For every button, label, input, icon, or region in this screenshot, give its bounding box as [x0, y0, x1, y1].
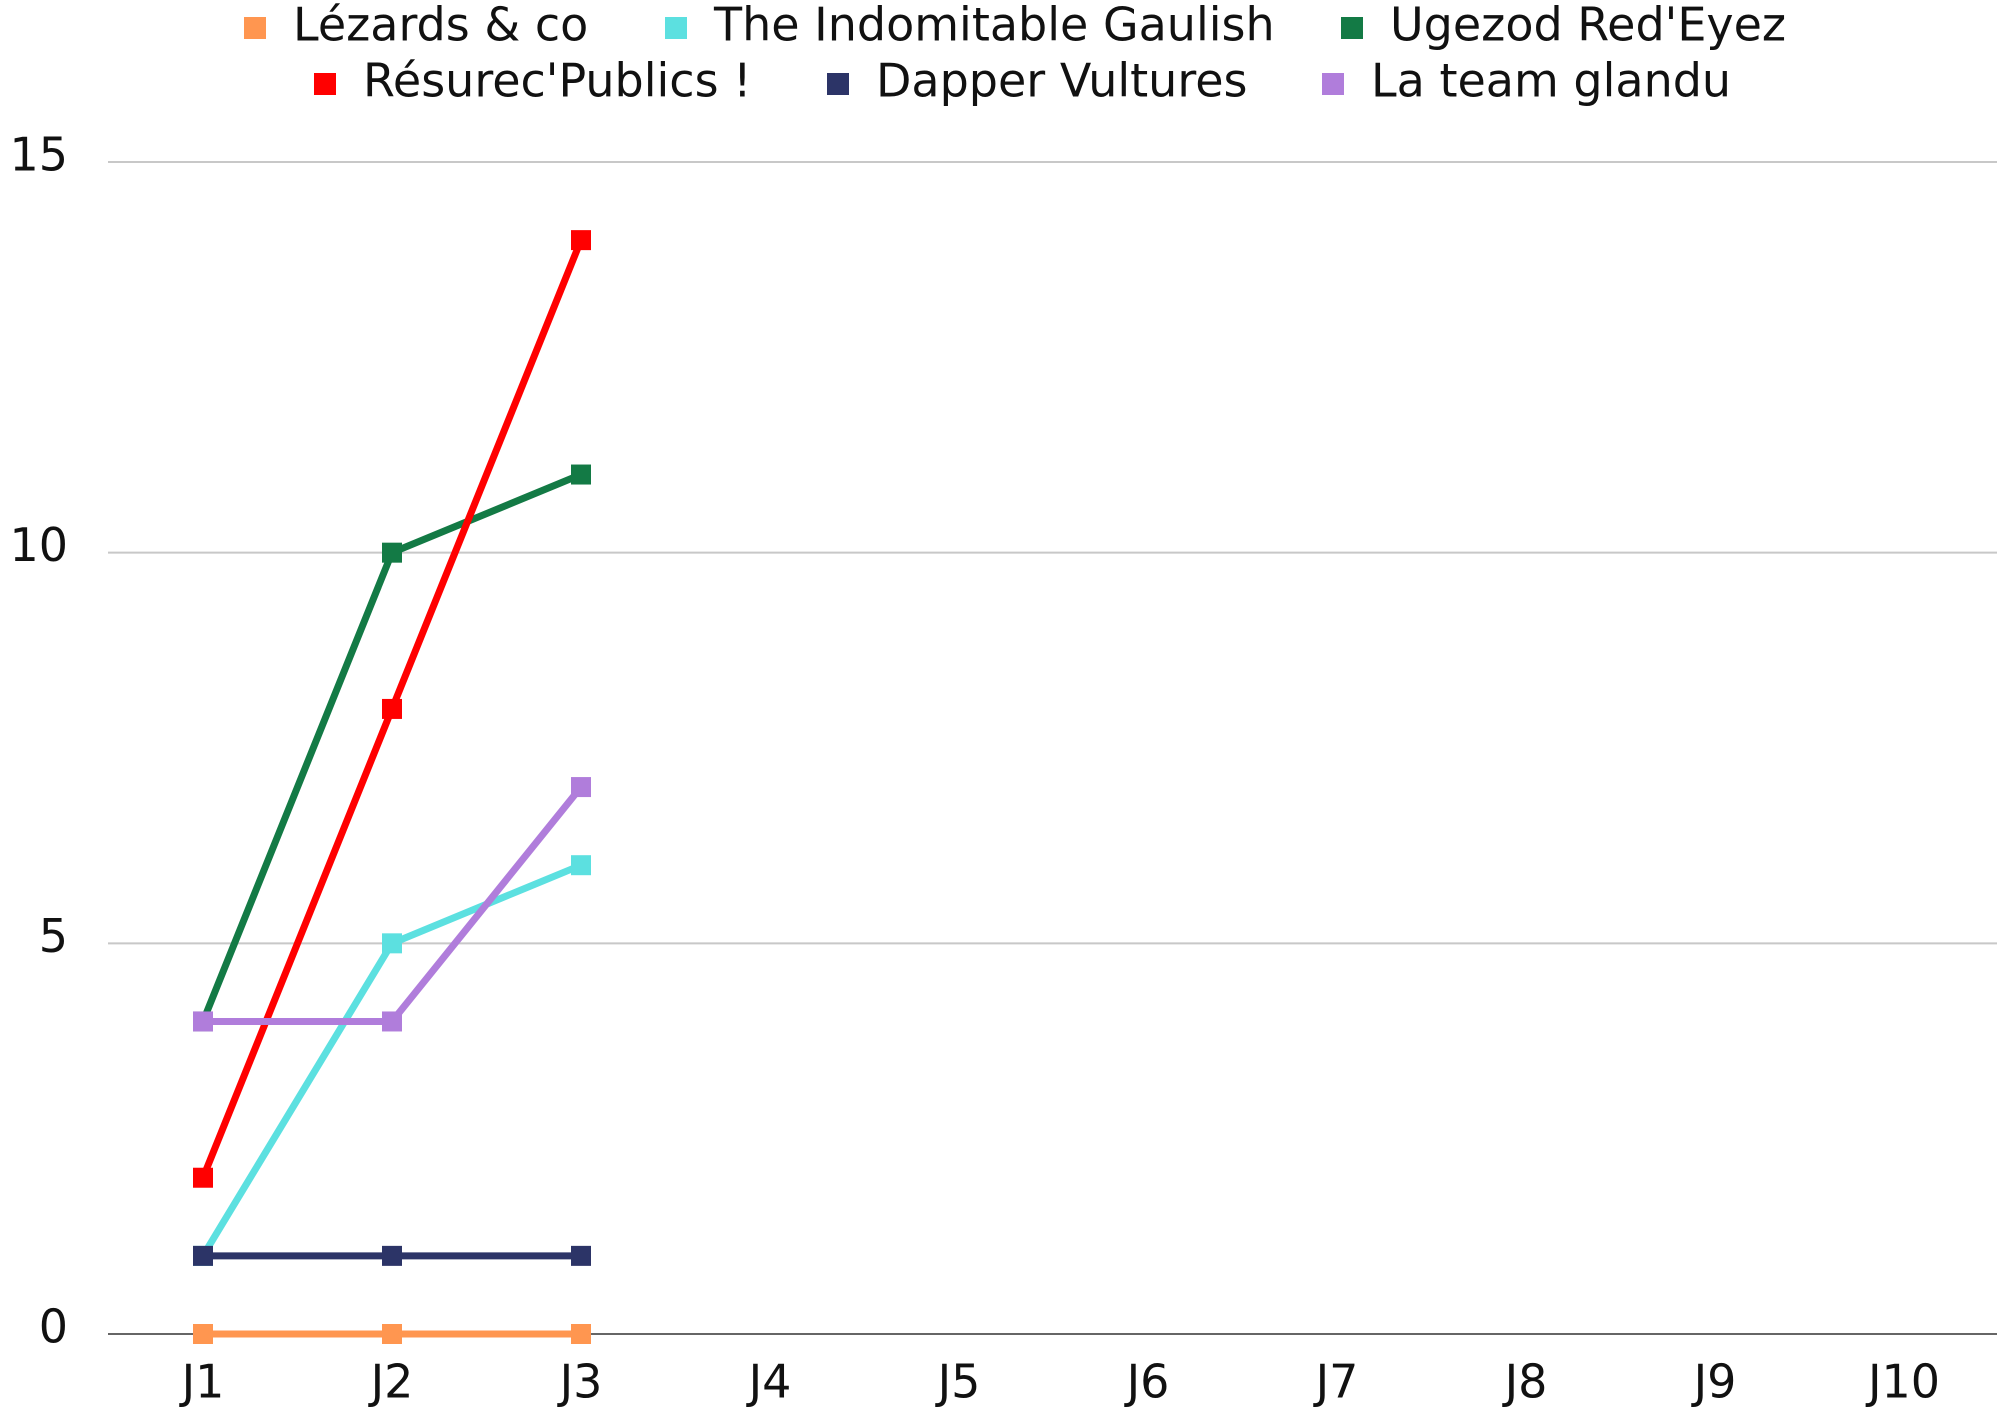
legend-swatch — [314, 73, 336, 95]
y-tick-label: 0 — [39, 1300, 68, 1354]
point-marker — [193, 1245, 213, 1266]
x-tick-label: J4 — [746, 1355, 792, 1409]
point-marker — [571, 464, 591, 485]
point-marker — [571, 777, 591, 798]
point-marker — [382, 1324, 402, 1344]
point-marker — [571, 1324, 591, 1344]
legend-swatch — [827, 73, 849, 95]
point-marker — [382, 542, 402, 563]
legend-label: The Indomitable Gaulish — [713, 0, 1275, 52]
legend-swatch — [665, 17, 687, 39]
point-marker — [382, 933, 402, 954]
x-tick-label: J7 — [1313, 1355, 1359, 1409]
point-marker — [193, 1324, 213, 1344]
point-marker — [382, 698, 402, 719]
point-marker — [571, 230, 591, 251]
legend-swatch — [1341, 17, 1363, 39]
x-tick-label: J2 — [368, 1355, 414, 1409]
x-tick-label: J5 — [935, 1355, 981, 1409]
point-marker — [382, 1245, 402, 1266]
x-tick-label: J3 — [557, 1355, 603, 1409]
legend-label: Dapper Vultures — [876, 54, 1247, 108]
series-line — [200, 861, 583, 1258]
legend-label: Lézards & co — [293, 0, 588, 52]
point-marker — [382, 1011, 402, 1032]
legend-swatch — [244, 17, 266, 39]
legend-swatch — [1322, 73, 1344, 95]
x-tick-label: J1 — [179, 1355, 225, 1409]
point-marker — [193, 1011, 213, 1032]
x-tick-label: J9 — [1691, 1355, 1737, 1409]
point-marker — [571, 1245, 591, 1266]
point-marker — [193, 1167, 213, 1188]
x-tick-label: J10 — [1865, 1355, 1940, 1409]
legend-label: Résurec'Publics ! — [363, 54, 752, 108]
series-line — [203, 784, 584, 1025]
point-marker — [571, 855, 591, 876]
y-tick-label: 10 — [9, 518, 68, 572]
y-tick-label: 15 — [9, 128, 68, 182]
y-tick-label: 5 — [39, 909, 68, 963]
legend-label: Ugezod Red'Eyez — [1390, 0, 1786, 52]
x-tick-label: J6 — [1124, 1355, 1170, 1409]
x-tick-label: J8 — [1502, 1355, 1548, 1409]
legend-label: La team glandu — [1371, 54, 1731, 108]
